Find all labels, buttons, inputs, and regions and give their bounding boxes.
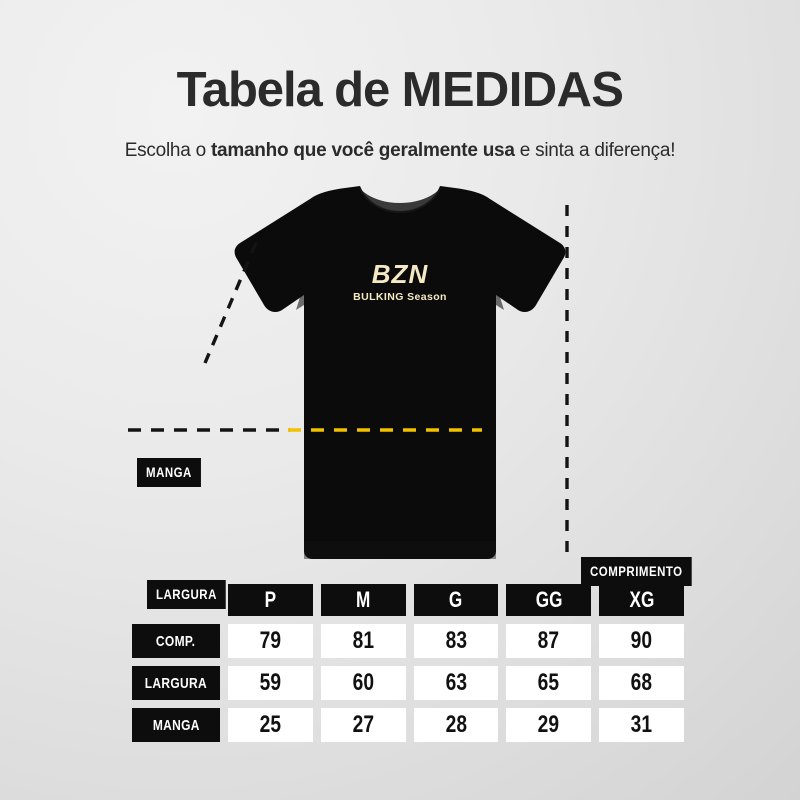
print-line-2: BULKING Season [353, 291, 447, 303]
column-header-gg: GG [506, 584, 592, 616]
cell-largura-g: 63 [413, 666, 499, 700]
column-header-p: P [228, 584, 313, 616]
column-header-g: G [413, 584, 499, 616]
callout-manga: MANGA [137, 458, 201, 487]
cell-manga-gg: 29 [506, 708, 592, 742]
subtitle-bold: tamanho que você geralmente usa [210, 140, 515, 161]
title-strong-part: MEDIDAS [401, 63, 624, 117]
cell-manga-g: 28 [413, 708, 499, 742]
column-header-xg: XG [599, 584, 684, 616]
cell-comp-m: 81 [320, 624, 406, 658]
cell-manga-p: 25 [228, 708, 313, 742]
cell-comp-xg: 90 [599, 624, 684, 658]
row-label-manga: MANGA [132, 708, 220, 742]
cell-largura-p: 59 [228, 666, 313, 700]
cell-largura-gg: 65 [506, 666, 592, 700]
cell-largura-xg: 68 [599, 666, 684, 700]
subtitle-post: e sinta a diferença! [514, 140, 676, 161]
callout-comprimento: COMPRIMENTO [581, 557, 692, 586]
column-header-m: M [320, 584, 406, 616]
table-row: LARGURA 59 60 63 65 68 [132, 666, 684, 700]
table-corner-cell [132, 584, 220, 616]
cell-manga-m: 27 [320, 708, 406, 742]
chest-print: BZN BULKING Season [353, 259, 447, 303]
cell-manga-xg: 31 [599, 708, 684, 742]
manga-measure-line [203, 242, 258, 364]
shirt-graphic: BZN BULKING Season [128, 186, 569, 559]
cell-comp-p: 79 [228, 624, 313, 658]
print-line-1: BZN [372, 259, 429, 289]
page-title: Tabela de MEDIDAS [0, 66, 800, 115]
shirt-illustration: BZN BULKING Season MANGA LARGURA COMPRIM… [0, 185, 800, 609]
table-row: MANGA 25 27 28 29 31 [132, 708, 684, 742]
table-row: COMP. 79 81 83 87 90 [132, 624, 684, 658]
row-label-largura: LARGURA [132, 666, 220, 700]
title-regular-part: Tabela de [176, 63, 402, 117]
tshirt-shape [234, 186, 566, 559]
measurements-table: P M G GG XG COMP. 79 81 83 87 90 LARGURA… [132, 584, 684, 742]
cell-largura-m: 60 [320, 666, 406, 700]
cell-comp-gg: 87 [506, 624, 592, 658]
subtitle-pre: Escolha o [124, 140, 211, 161]
callout-largura: LARGURA [147, 580, 226, 609]
cell-comp-g: 83 [413, 624, 499, 658]
table-header-row: P M G GG XG [132, 584, 684, 616]
row-label-comp: COMP. [132, 624, 220, 658]
page-subtitle: Escolha o tamanho que você geralmente us… [0, 140, 800, 163]
